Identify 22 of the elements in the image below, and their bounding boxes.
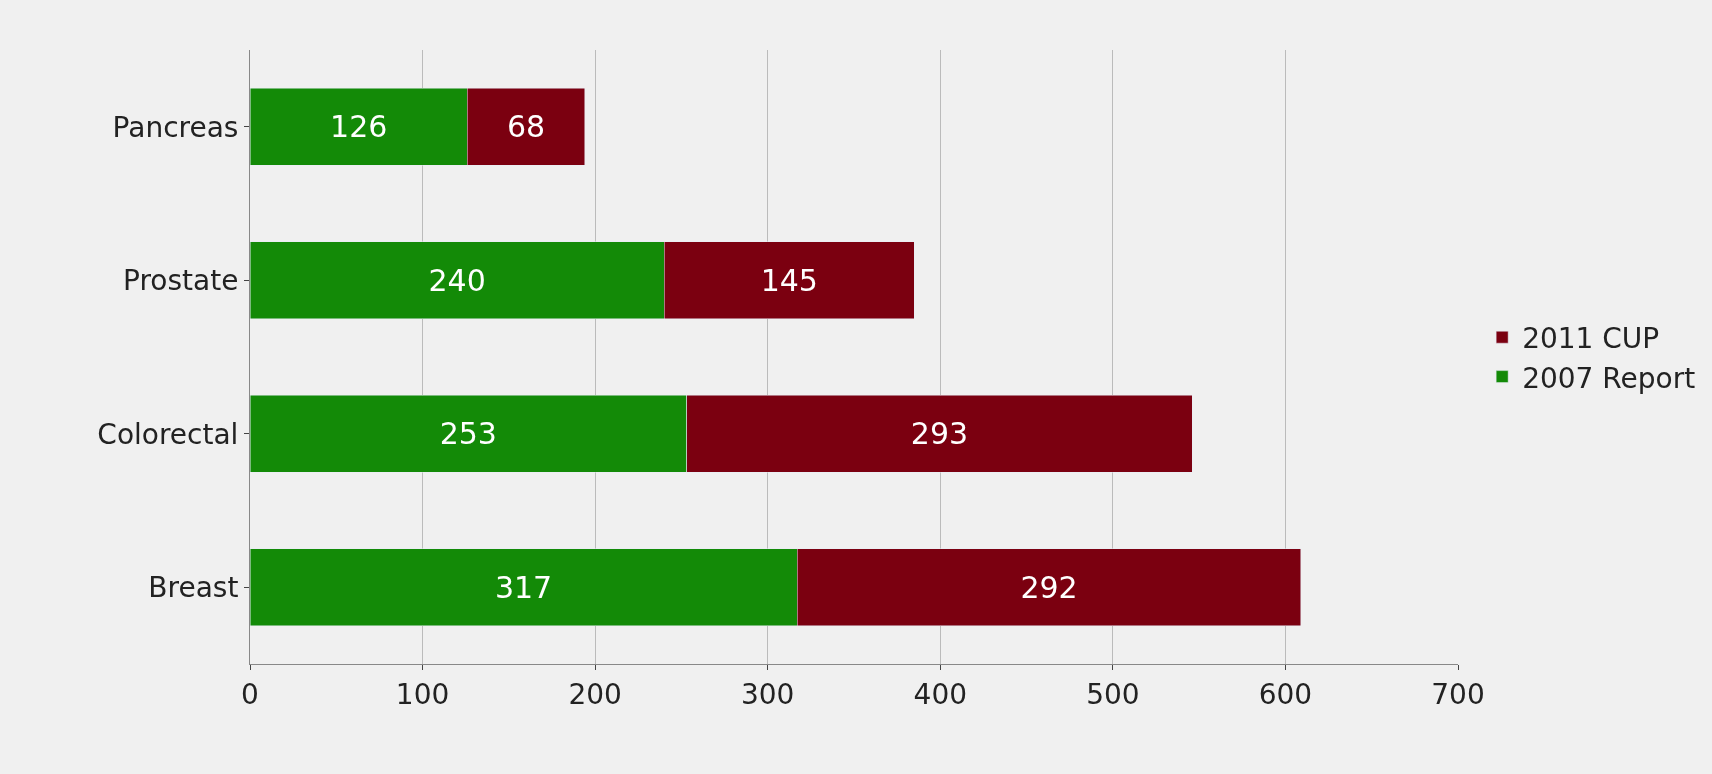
data-label: 293 — [910, 416, 969, 452]
data-label: 126 — [330, 109, 388, 145]
data-label: 253 — [439, 416, 497, 452]
x-tick-label: 700 — [1431, 677, 1485, 711]
data-label: 240 — [428, 262, 486, 298]
data-label: 145 — [760, 262, 818, 298]
data-label: 68 — [507, 109, 546, 145]
data-label: 292 — [1020, 569, 1078, 605]
y-tick-label: Colorectal — [97, 417, 239, 451]
data-label: 317 — [494, 569, 553, 605]
x-tick-label: 300 — [740, 677, 795, 711]
y-tick-label: Pancreas — [112, 110, 239, 144]
x-tick-label: 0 — [241, 677, 259, 711]
x-tick-label: 500 — [1086, 677, 1140, 711]
legend-label: 2011 CUP — [1522, 322, 1660, 356]
y-tick-label: Prostate — [123, 264, 239, 298]
x-tick-label: 200 — [568, 677, 622, 711]
legend-label: 2007 Report — [1522, 361, 1696, 395]
x-tick-label: 400 — [913, 677, 968, 711]
x-tick-label: 600 — [1258, 677, 1313, 711]
y-tick-label: Breast — [148, 571, 239, 605]
x-tick-label: 100 — [395, 677, 450, 711]
